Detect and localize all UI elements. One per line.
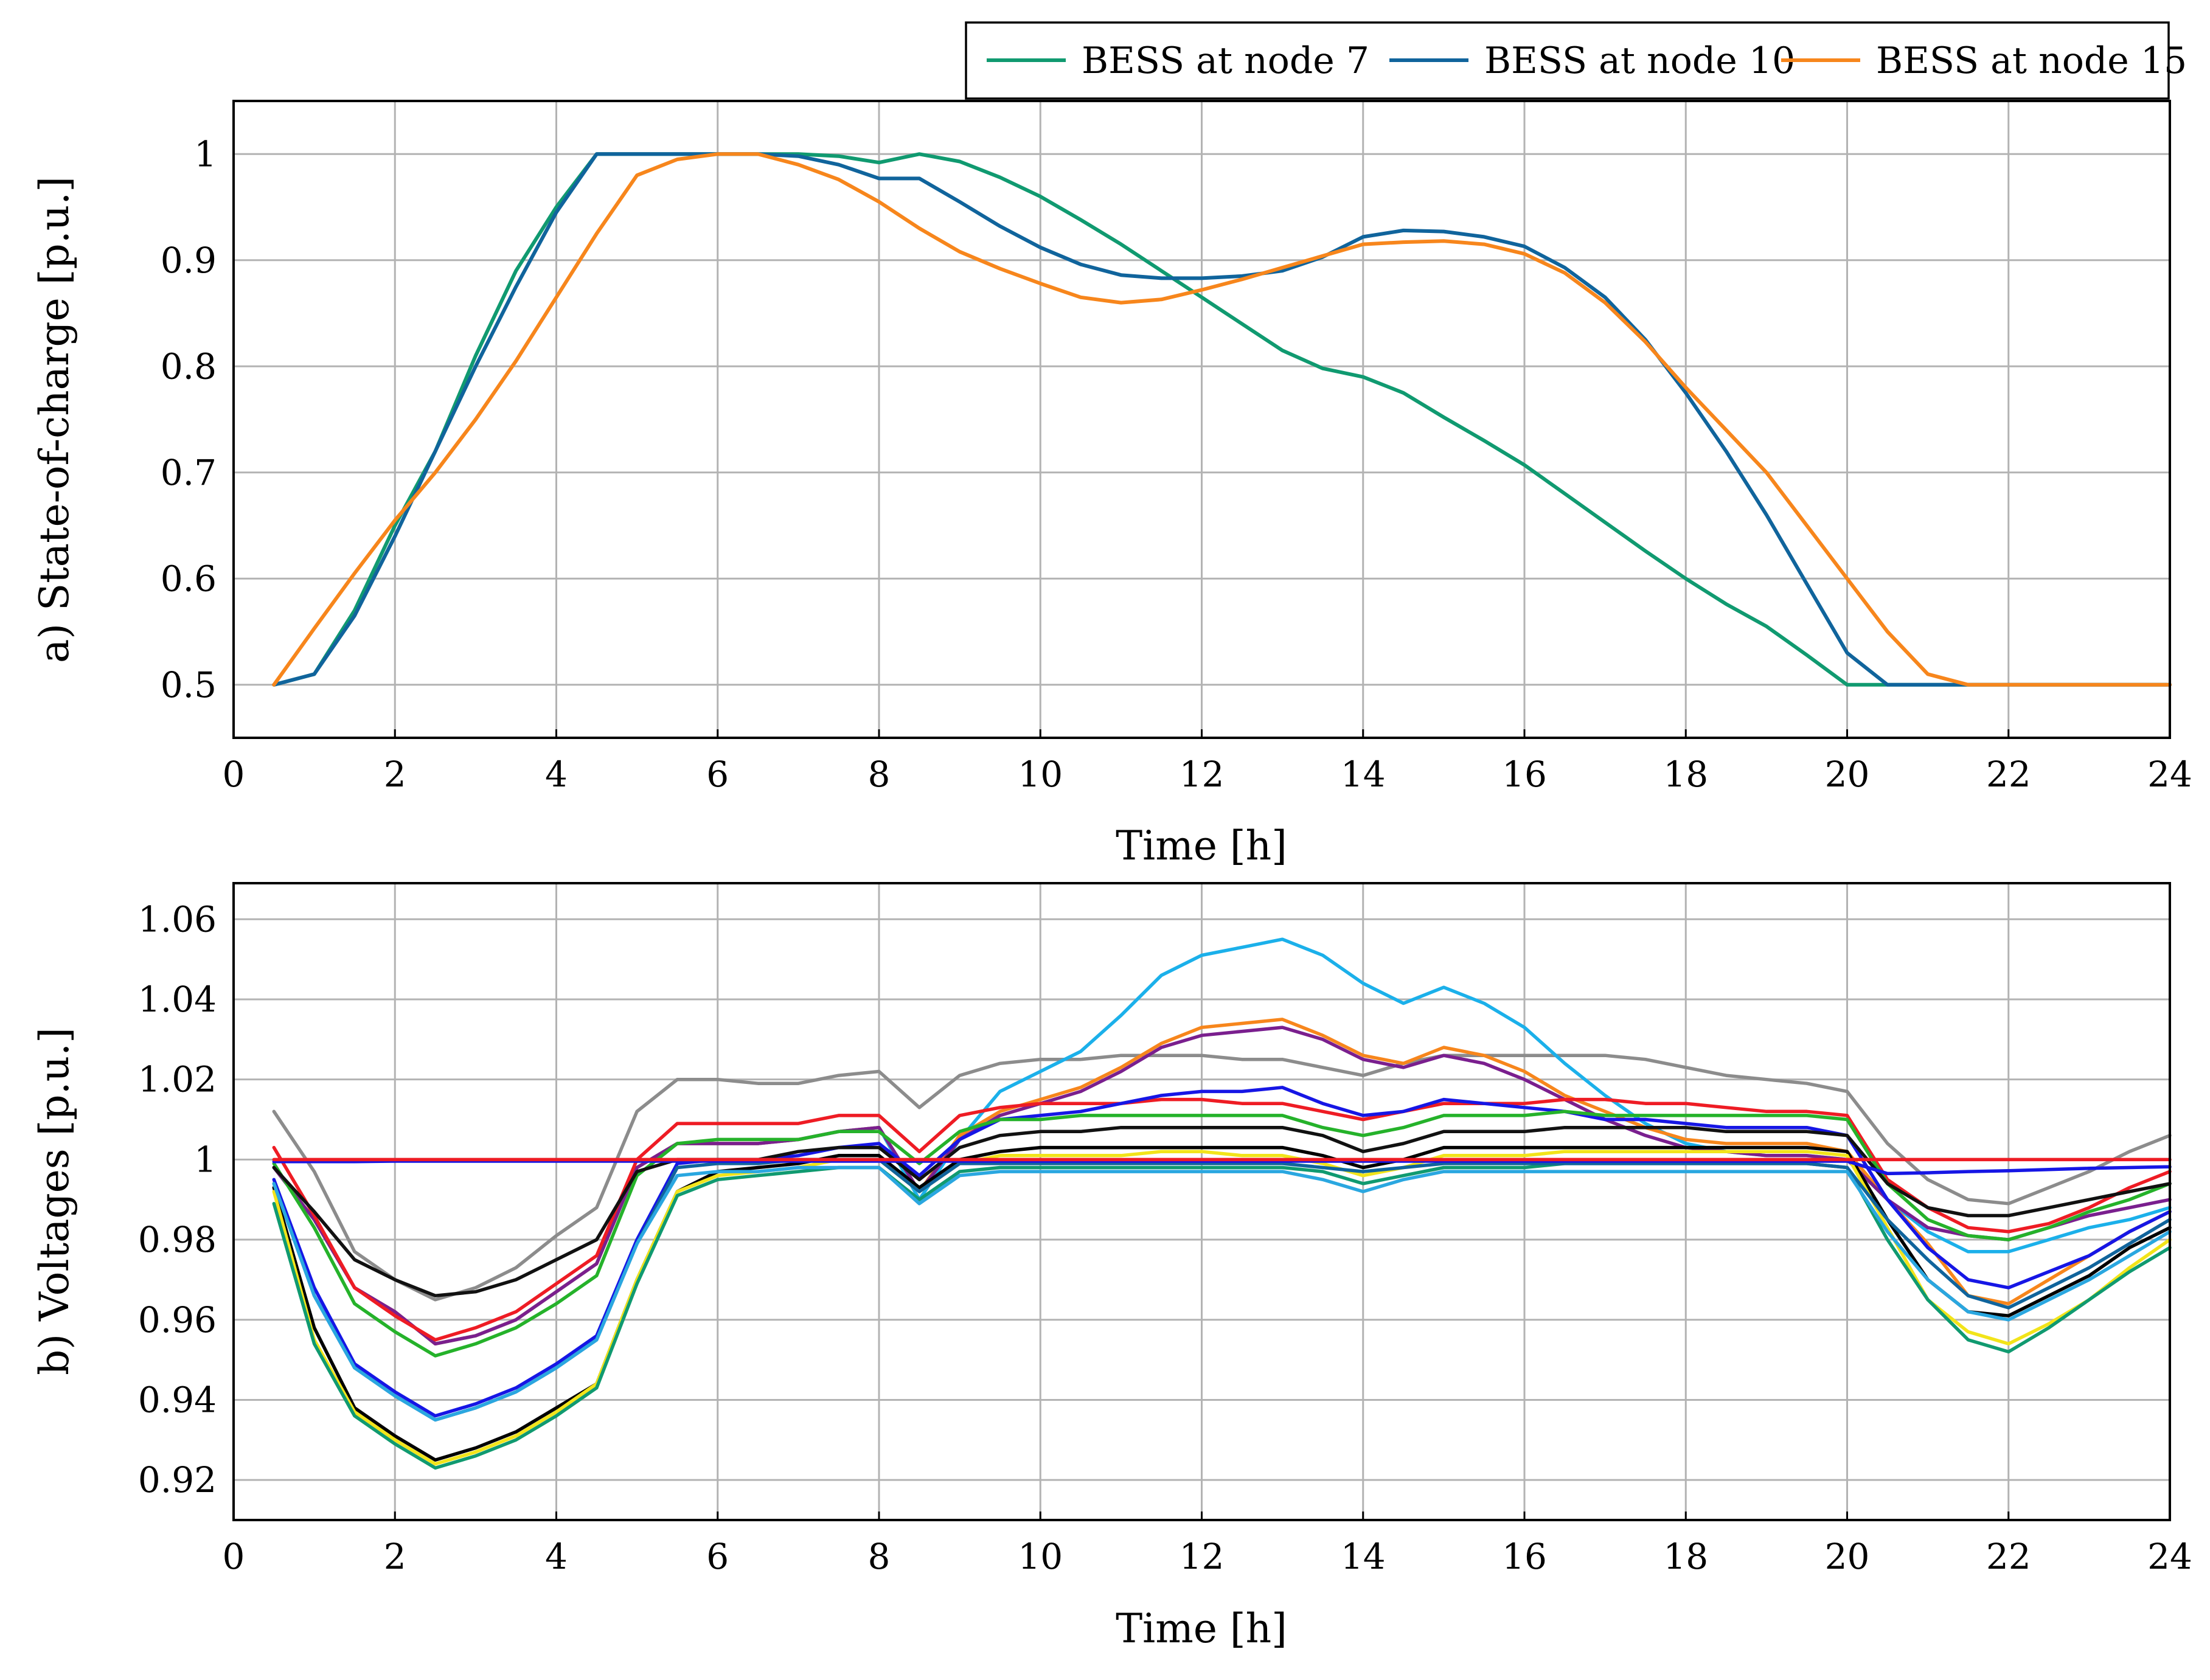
panel-b-series-line-blue — [272, 1086, 2172, 1418]
panel-b-x-tick-label: 6 — [706, 1536, 729, 1577]
panel-a-y-tick-label: 0.8 — [161, 345, 217, 387]
panel-a-y-tick-label: 1 — [194, 133, 217, 175]
panel-b-series-line-yellow — [272, 1150, 2172, 1466]
panel-b-x-tick-label: 16 — [1502, 1536, 1547, 1577]
legend: BESS at node 7 BESS at node 10 BESS at n… — [965, 21, 2187, 100]
panel-a-y-tick-label: 0.6 — [161, 558, 217, 599]
panel-a-y-axis-label: a) State-of-charge [p.u.] — [31, 176, 78, 663]
panel-b-series-line-gray — [272, 1053, 2172, 1302]
panel-b-series-line-sky-blue — [272, 1165, 2172, 1422]
legend-label-node-15: BESS at node 15 — [1876, 40, 2187, 82]
panel-b-x-tick-label: 22 — [1986, 1536, 2031, 1577]
panel-b-series-line-red — [272, 1097, 2172, 1342]
panel-b-series-line-black — [272, 1125, 2172, 1297]
panel-b-y-tick-labels: 0.92 0.94 0.96 0.98 1 1.02 1.04 1.06 — [138, 898, 217, 1501]
panel-b-voltage-chart: 0 2 4 6 8 10 12 14 16 18 20 22 24 0.920.940.960.9811… — [31, 882, 2192, 1652]
panel-a-x-tick-label: 24 — [2147, 754, 2192, 795]
panel-a-y-tick-label: 0.9 — [161, 240, 217, 281]
panel-b-x-tick-label: 14 — [1341, 1536, 1386, 1577]
panel-a-series — [272, 152, 2172, 687]
panel-b-x-tick-label: 4 — [545, 1536, 568, 1577]
panel-a-x-tick-label: 0 — [223, 754, 245, 795]
panel-a-x-tick-label: 6 — [706, 754, 729, 795]
panel-a-x-tick-label: 18 — [1663, 754, 1708, 795]
panel-a-x-tick-label: 10 — [1018, 754, 1063, 795]
panel-a-x-tick-label: 22 — [1986, 754, 2031, 795]
panel-b-y-tick-label: 0.98 — [138, 1219, 217, 1260]
legend-label-node-10: BESS at node 10 — [1484, 40, 1795, 82]
panel-b-x-axis-label: Time [h] — [1116, 1605, 1287, 1652]
panel-a-y-tick-label: 0.7 — [161, 452, 217, 493]
panel-b-x-tick-labels: 0 2 4 6 8 10 12 14 16 18 20 22 24 — [223, 1536, 2192, 1577]
panel-b-x-tick-label: 20 — [1825, 1536, 1870, 1577]
panel-a-x-axis-label: Time [h] — [1116, 822, 1287, 869]
panel-a-frame — [232, 100, 2171, 739]
panel-a-x-tick-label: 8 — [868, 754, 891, 795]
panel-b-y-axis-label: b) Voltages [p.u.] — [31, 1027, 78, 1375]
panel-b-y-tick-label: 1 — [194, 1139, 217, 1180]
panel-b-frame — [232, 882, 2171, 1521]
panel-a-x-tick-label: 2 — [384, 754, 406, 795]
panel-a-x-tick-label: 20 — [1825, 754, 1870, 795]
panel-a-x-tick-label: 4 — [545, 754, 568, 795]
panel-b-y-tick-label: 1.04 — [138, 979, 217, 1020]
legend-box — [965, 21, 2170, 100]
panel-b-y-tick-label: 1.06 — [138, 898, 217, 940]
panel-a-grid — [232, 101, 2171, 738]
panel-a-x-tick-label: 16 — [1502, 754, 1547, 795]
panel-b-x-tick-label: 24 — [2147, 1536, 2192, 1577]
panel-b-y-tick-label: 0.96 — [138, 1299, 217, 1341]
panel-b-x-tick-label: 2 — [384, 1536, 406, 1577]
panel-a-x-tick-label: 14 — [1341, 754, 1386, 795]
legend-label-node-7: BESS at node 7 — [1082, 40, 1369, 82]
panel-b-y-tick-label: 0.94 — [138, 1379, 217, 1420]
panel-b-x-tick-label: 18 — [1663, 1536, 1708, 1577]
panel-b-x-tick-label: 8 — [868, 1536, 891, 1577]
panel-a-series-line-bess-at-node-10 — [272, 152, 2172, 687]
panel-b-series-line-green — [272, 1109, 2172, 1358]
panel-b-y-tick-label: 1.02 — [138, 1059, 217, 1100]
panel-a-soc-chart: 0 2 4 6 8 10 12 14 16 18 20 22 24 0.50.60.70.80.91 T… — [31, 100, 2192, 869]
panel-b-x-tick-label: 12 — [1180, 1536, 1225, 1577]
panel-a-x-tick-labels: 0 2 4 6 8 10 12 14 16 18 20 22 24 — [223, 754, 2192, 795]
panel-b-x-tick-label: 0 — [223, 1536, 245, 1577]
panel-a-x-tick-label: 12 — [1180, 754, 1225, 795]
panel-a-y-tick-label: 0.5 — [161, 664, 217, 706]
panel-b-series — [272, 937, 2172, 1470]
panel-b-y-tick-label: 0.92 — [138, 1459, 217, 1501]
panel-a-y-tick-labels: 0.5 0.6 0.7 0.8 0.9 1 — [161, 133, 217, 706]
panel-a-series-line-bess-at-node-15 — [272, 152, 2172, 687]
panel-b-x-tick-label: 10 — [1018, 1536, 1063, 1577]
